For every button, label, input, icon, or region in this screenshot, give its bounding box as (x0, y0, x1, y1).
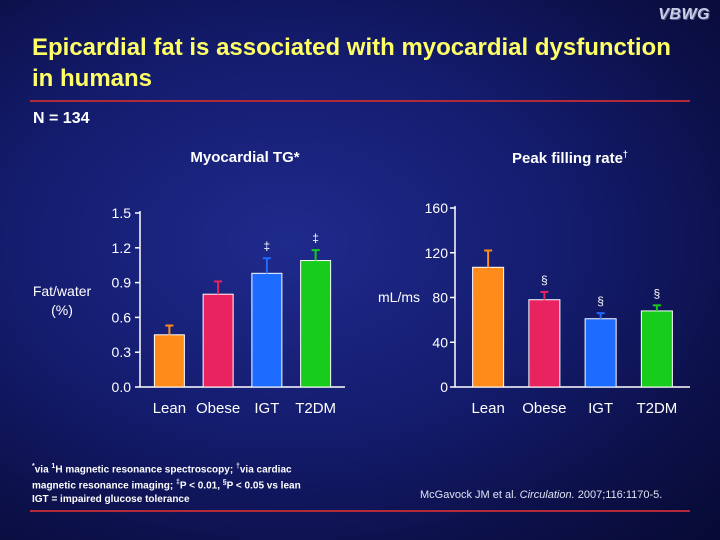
chart1-bar-lean (153, 334, 185, 388)
chart1-y-axis-label: Fat/water (33, 283, 92, 299)
chart1-bar-obese (202, 293, 234, 388)
chart2-y-tick-label: 40 (432, 334, 448, 350)
chart2-bar-obese (528, 299, 561, 388)
chart1-y-tick-label: 0.0 (112, 379, 132, 395)
chart2-bar-igt (584, 318, 617, 388)
citation: McGavock JM et al. Circulation. 2007;116… (420, 489, 663, 501)
chart2-category-label: T2DM (636, 400, 677, 417)
chart1-category-label: Obese (196, 400, 240, 417)
footnote: *via 1H magnetic resonance spectroscopy;… (32, 463, 301, 505)
chart-title-peak-filling-rate: Peak filling rate† (512, 149, 628, 167)
vbwg-logo: VBWG (658, 6, 710, 23)
footer-divider (30, 510, 690, 512)
chart1-category-label: Lean (153, 400, 186, 417)
chart1-y-tick-label: 0.3 (112, 344, 132, 360)
chart1-significance-igt: ‡ (264, 239, 271, 253)
title-divider (30, 100, 690, 102)
chart2-significance-obese: § (541, 273, 548, 287)
chart1-category-label: IGT (254, 400, 279, 417)
chart2-category-label: Lean (471, 400, 504, 417)
chart2-significance-t2dm: § (654, 286, 661, 300)
chart1-y-axis-unit: (%) (51, 302, 73, 318)
chart2-category-label: IGT (588, 400, 613, 417)
chart1-y-tick-label: 1.2 (112, 240, 132, 256)
chart1-bar-igt (251, 272, 283, 388)
chart2-y-tick-label: 160 (425, 200, 449, 216)
sample-size-label: N = 134 (33, 110, 90, 127)
chart1-significance-t2dm: ‡ (312, 231, 319, 245)
chart1-category-label: T2DM (295, 400, 336, 417)
chart2-bar-t2dm (640, 310, 673, 388)
chart1-bar-t2dm (300, 260, 332, 388)
chart1-y-tick-label: 0.9 (112, 275, 132, 291)
chart1-y-tick-label: 0.6 (112, 309, 132, 325)
chart2-y-axis-label: mL/ms (378, 289, 420, 305)
chart2-y-tick-label: 0 (440, 379, 448, 395)
chart2-y-tick-label: 120 (425, 245, 449, 261)
chart2-significance-igt: § (597, 294, 604, 308)
chart2-bar-lean (472, 266, 505, 388)
chart-title-myocardial-tg: Myocardial TG* (190, 149, 300, 166)
chart2-category-label: Obese (522, 400, 566, 417)
slide-title: Epicardial fat is associated with myocar… (32, 34, 671, 92)
chart2-y-tick-label: 80 (432, 290, 448, 306)
chart1-y-tick-label: 1.5 (112, 205, 132, 221)
